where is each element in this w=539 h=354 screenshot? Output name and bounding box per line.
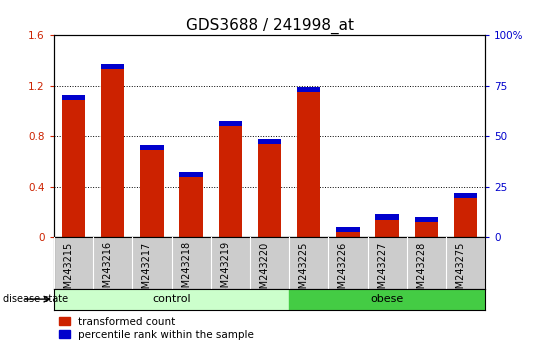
- Text: GSM243227: GSM243227: [377, 241, 387, 301]
- Bar: [140, 145, 164, 237]
- Bar: [454, 193, 477, 198]
- Bar: [414, 217, 438, 222]
- Bar: [179, 172, 203, 237]
- Bar: [140, 145, 164, 150]
- Text: GSM243216: GSM243216: [103, 241, 113, 301]
- Bar: [101, 64, 125, 69]
- Bar: [375, 215, 399, 219]
- Text: disease state: disease state: [3, 294, 68, 304]
- Text: GSM243220: GSM243220: [259, 241, 270, 301]
- Text: GSM243275: GSM243275: [455, 241, 466, 301]
- Bar: [297, 87, 321, 237]
- Bar: [62, 95, 85, 100]
- Bar: [336, 231, 360, 237]
- Bar: [62, 95, 85, 237]
- Text: GSM243228: GSM243228: [416, 241, 426, 301]
- Text: GSM243218: GSM243218: [181, 241, 191, 301]
- Bar: [454, 193, 477, 237]
- Bar: [297, 87, 321, 92]
- Bar: [218, 121, 242, 237]
- Bar: [258, 139, 281, 237]
- Text: GSM243217: GSM243217: [142, 241, 152, 301]
- Bar: [218, 121, 242, 126]
- Bar: [258, 139, 281, 144]
- Bar: [289, 289, 485, 310]
- Bar: [179, 172, 203, 177]
- Legend: transformed count, percentile rank within the sample: transformed count, percentile rank withi…: [59, 317, 254, 340]
- Text: GSM243215: GSM243215: [64, 241, 73, 301]
- Bar: [375, 215, 399, 237]
- Text: GSM243225: GSM243225: [299, 241, 309, 301]
- Bar: [54, 289, 289, 310]
- Text: GSM243219: GSM243219: [220, 241, 230, 301]
- Bar: [336, 227, 360, 232]
- Text: obese: obese: [370, 294, 404, 304]
- Title: GDS3688 / 241998_at: GDS3688 / 241998_at: [185, 18, 354, 34]
- Text: control: control: [152, 294, 191, 304]
- Bar: [101, 64, 125, 237]
- Bar: [414, 217, 438, 237]
- Text: GSM243226: GSM243226: [338, 241, 348, 301]
